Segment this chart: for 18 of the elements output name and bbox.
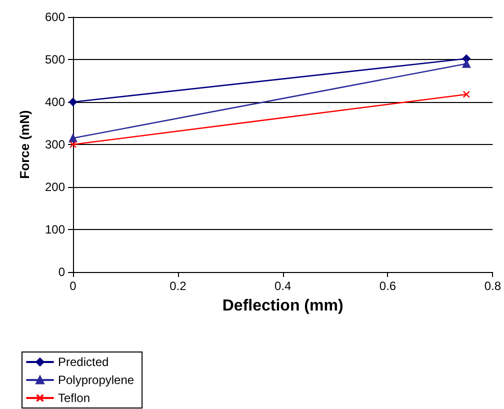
x-tick-label: 0.2 [170,279,187,293]
y-tick-label: 600 [44,10,66,24]
y-tick-label: 0 [58,265,66,279]
y-axis-title: Force (mN) [17,110,32,179]
y-tick-label: 500 [44,52,66,66]
point [462,90,470,98]
legend-label: Polypropylene [58,373,134,387]
y-tick-label: 100 [44,222,66,236]
y-tick-label: 400 [44,95,66,109]
y-tick-label: 300 [44,138,66,152]
legend-label: Predicted [58,355,109,369]
y-tick-label: 200 [44,180,66,194]
x-axis-title: Deflection (mm) [222,298,344,314]
x-tick-label: 0.8 [484,279,502,293]
x-tick-label: 0 [70,279,77,293]
x-tick-label: 0.6 [379,279,396,293]
legend-label: Teflon [58,391,90,405]
x-tick-label: 0.4 [274,279,292,293]
